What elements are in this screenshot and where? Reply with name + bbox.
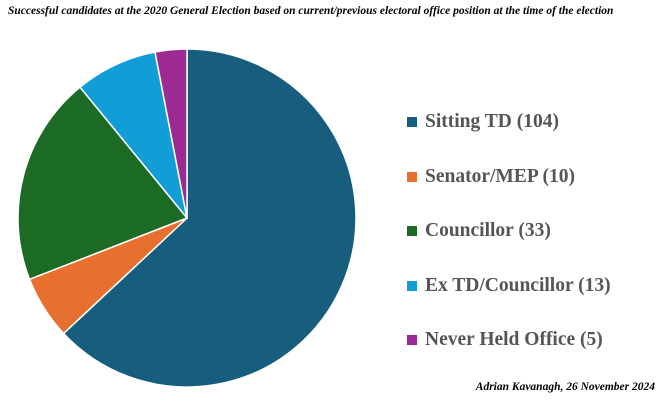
legend: Sitting TD (104) Senator/MEP (10) Counci…: [407, 95, 611, 368]
legend-swatch: [407, 171, 417, 182]
legend-label: Councillor (33): [425, 220, 551, 242]
legend-item-never-held-office: Never Held Office (5): [407, 313, 611, 368]
legend-swatch: [407, 226, 417, 237]
credit: Adrian Kavanagh, 26 November 2024: [475, 381, 655, 393]
pie-slice-sitting-td: [62, 48, 357, 388]
legend-label: Senator/MEP (10): [425, 165, 576, 187]
legend-swatch: [407, 280, 417, 291]
legend-swatch: [407, 117, 417, 128]
legend-item-sitting-td: Sitting TD (104): [407, 95, 611, 150]
pie-slice-never-held-office: [154, 48, 188, 219]
legend-label: Sitting TD (104): [425, 111, 559, 133]
legend-label: Never Held Office (5): [425, 329, 603, 351]
legend-item-councillor: Councillor (33): [407, 204, 611, 259]
legend-item-senator-mep: Senator/MEP (10): [407, 150, 611, 205]
legend-item-ex-td-councillor: Ex TD/Councillor (13): [407, 259, 611, 314]
legend-label: Ex TD/Councillor (13): [425, 274, 611, 296]
chart-title: Successful candidates at the 2020 Genera…: [8, 5, 614, 17]
pie-slice-councillor: [17, 86, 188, 281]
legend-swatch: [407, 335, 417, 346]
